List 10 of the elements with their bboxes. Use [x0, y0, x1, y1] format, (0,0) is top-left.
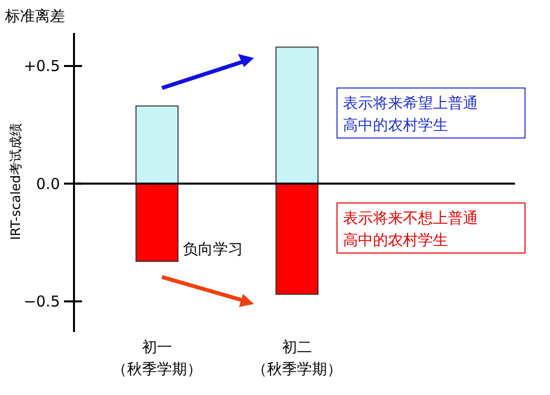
y-tick-label: +0.5 — [24, 57, 60, 76]
y-tick-label: −0.5 — [24, 292, 60, 311]
x-tick-label: 初一（秋季学期） — [112, 338, 202, 378]
series-label: 表示将来希望上普通高中的农村学生 — [343, 94, 478, 134]
y-tick-label: 0.0 — [36, 174, 60, 193]
annotation: 负向学习 — [183, 240, 243, 258]
series-label: 表示将来不想上普通高中的农村学生 — [343, 209, 478, 249]
chart-title: 标准离差 — [4, 7, 65, 25]
y-axis-title: IRT-scaled考试成绩 — [9, 122, 24, 240]
x-tick-label: 初二（秋季学期） — [252, 338, 342, 378]
